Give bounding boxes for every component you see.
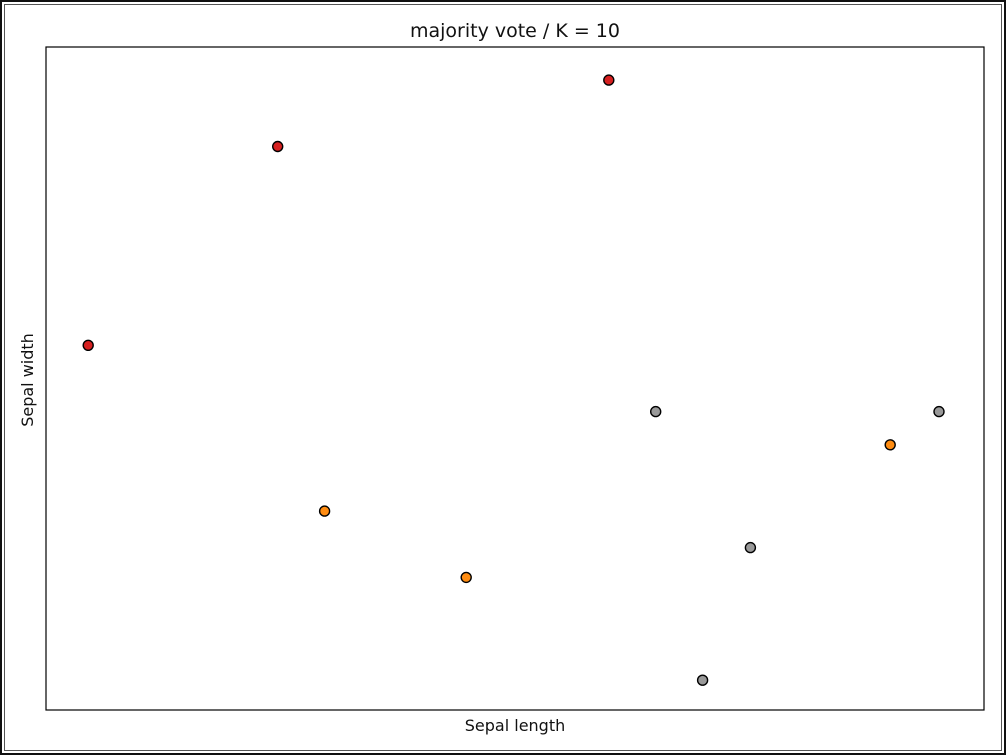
x-axis-label: Sepal length xyxy=(465,716,566,735)
scatter-point-class-1-3 xyxy=(318,505,331,517)
scatter-point-class-2-7 xyxy=(696,674,709,686)
scatter-point-class-0-2 xyxy=(603,74,615,86)
data-points xyxy=(82,74,945,686)
chart-title: majority vote / K = 10 xyxy=(410,20,620,42)
plot-area xyxy=(45,46,985,711)
scatter-point-class-1-5 xyxy=(884,439,896,451)
scatter-point-class-0-1 xyxy=(272,140,284,153)
scatter-point-class-1-4 xyxy=(460,571,472,584)
figure-inner-border xyxy=(4,4,1002,751)
scatter-point-class-2-6 xyxy=(650,405,662,418)
scatter-point-class-2-9 xyxy=(933,405,945,418)
y-axis-label: Sepal width xyxy=(18,333,37,427)
scatter-point-class-0-0 xyxy=(82,339,94,351)
scatter-point-class-2-8 xyxy=(744,541,757,554)
